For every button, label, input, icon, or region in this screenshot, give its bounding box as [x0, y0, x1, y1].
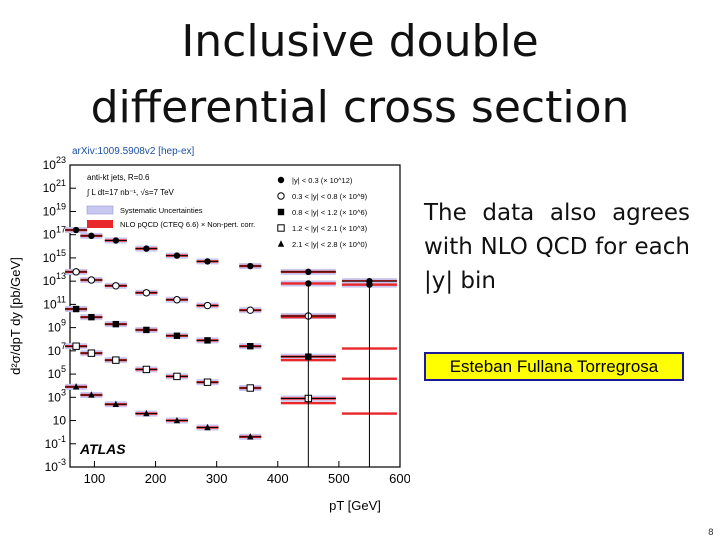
data-point: [173, 296, 181, 304]
arxiv-reference: arXiv:1009.5908v2 [hep-ex]: [72, 146, 195, 157]
legend-nlo-swatch: [87, 220, 113, 228]
legend-series-label: 0.8 < |y| < 1.2 (× 10^6): [292, 208, 368, 217]
x-tick-label: 600: [389, 471, 410, 486]
data-point: [72, 226, 80, 234]
data-point: [173, 332, 181, 339]
data-point: [112, 282, 120, 290]
data-point: [247, 433, 254, 440]
legend-nlo-label: NLO pQCD (CTEQ 6.6) × Non-pert. corr.: [120, 220, 255, 229]
data-point: [203, 301, 212, 310]
y-tick-label: 10-1: [45, 434, 66, 451]
author-badge: Esteban Fullana Torregrosa: [424, 352, 684, 381]
legend-series-label: 0.3 < |y| < 0.8 (× 10^9): [292, 192, 368, 201]
data-point: [72, 305, 80, 313]
data-point: [204, 258, 211, 265]
y-tick-label: 1017: [43, 225, 66, 242]
legend-marker: [277, 240, 285, 247]
data-point: [247, 262, 254, 270]
page-number: 8: [708, 528, 714, 538]
body-text: The data also agrees with NLO QCD for ea…: [424, 200, 690, 294]
cross-section-chart: 100 200 300 400 500 600 1023 1021 1019 1017 1015 1…: [8, 146, 410, 513]
legend-series-label: |y| < 0.3 (× 10^12): [292, 176, 353, 185]
data-point: [173, 372, 181, 381]
data-point: [173, 252, 181, 259]
data-point: [143, 326, 150, 334]
data-point: [143, 245, 150, 252]
y-tick-label: 1015: [43, 248, 66, 265]
plot-frame: [69, 164, 401, 468]
data-point: [88, 391, 95, 398]
data-point: [246, 384, 254, 392]
legend-marker: [277, 224, 285, 232]
atlas-label: ATLAS: [79, 441, 126, 457]
data-point: [112, 356, 120, 364]
slide-title-line1: Inclusive double: [181, 16, 539, 67]
data-point: [173, 416, 181, 424]
y-tick-label: 1013: [43, 271, 66, 288]
y-tick-label: 1021: [43, 178, 66, 195]
y-tick-label: 103: [48, 387, 66, 404]
y-tick-label: 107: [48, 341, 66, 358]
data-point: [204, 423, 211, 431]
data-point: [305, 268, 312, 276]
y-tick-label: 105: [48, 364, 66, 381]
y-tick-label: 10: [53, 414, 67, 428]
x-tick-label: 200: [145, 471, 167, 486]
data-point: [87, 349, 96, 357]
legend-marker: [277, 192, 285, 200]
y-tick-label: 109: [48, 318, 66, 335]
jet-info: anti-kt jets, R=0.6: [87, 173, 150, 182]
legend-marker: [277, 208, 285, 216]
data-point: [112, 400, 120, 407]
data-point: [112, 320, 120, 328]
x-tick-label: 300: [206, 471, 228, 486]
x-tick-label: 400: [267, 471, 289, 486]
x-tick-label: 500: [328, 471, 350, 486]
legend-syst-label: Systematic Uncertainties: [120, 206, 203, 215]
y-tick-label: 1011: [43, 294, 66, 311]
y-tick-label: 1023: [43, 155, 66, 172]
legend-marker: [277, 176, 285, 184]
data-point: [246, 306, 254, 314]
y-axis-label: d²σ/dpT dy [pb/GeV]: [8, 257, 23, 375]
data-point: [72, 268, 80, 276]
data-point: [366, 281, 373, 288]
data-point: [142, 289, 151, 297]
data-point: [305, 280, 312, 287]
data-point: [112, 237, 120, 244]
data-point: [143, 409, 150, 417]
legend-series-label: 1.2 < |y| < 2.1 (× 10^3): [292, 224, 368, 233]
data-point: [72, 342, 80, 350]
x-axis-label: pT [GeV]: [329, 498, 381, 513]
y-tick-label: 10-3: [45, 457, 66, 474]
data-point: [247, 343, 254, 350]
data-point: [88, 232, 95, 240]
legend-syst-swatch: [86, 205, 114, 215]
y-tick-label: 1019: [43, 201, 66, 218]
data-point: [87, 276, 96, 284]
data-point: [204, 337, 211, 344]
data-point: [203, 378, 212, 386]
data-point: [142, 365, 151, 374]
slide-title-line2: differential cross section: [90, 82, 630, 133]
lumi-info: ∫ L dt=17 nb⁻¹, √s=7 TeV: [86, 188, 175, 197]
data-point: [72, 383, 80, 390]
legend-series-label: 2.1 < |y| < 2.8 (× 10^0): [292, 240, 368, 249]
data-point: [88, 313, 95, 321]
x-tick-label: 100: [84, 471, 106, 486]
